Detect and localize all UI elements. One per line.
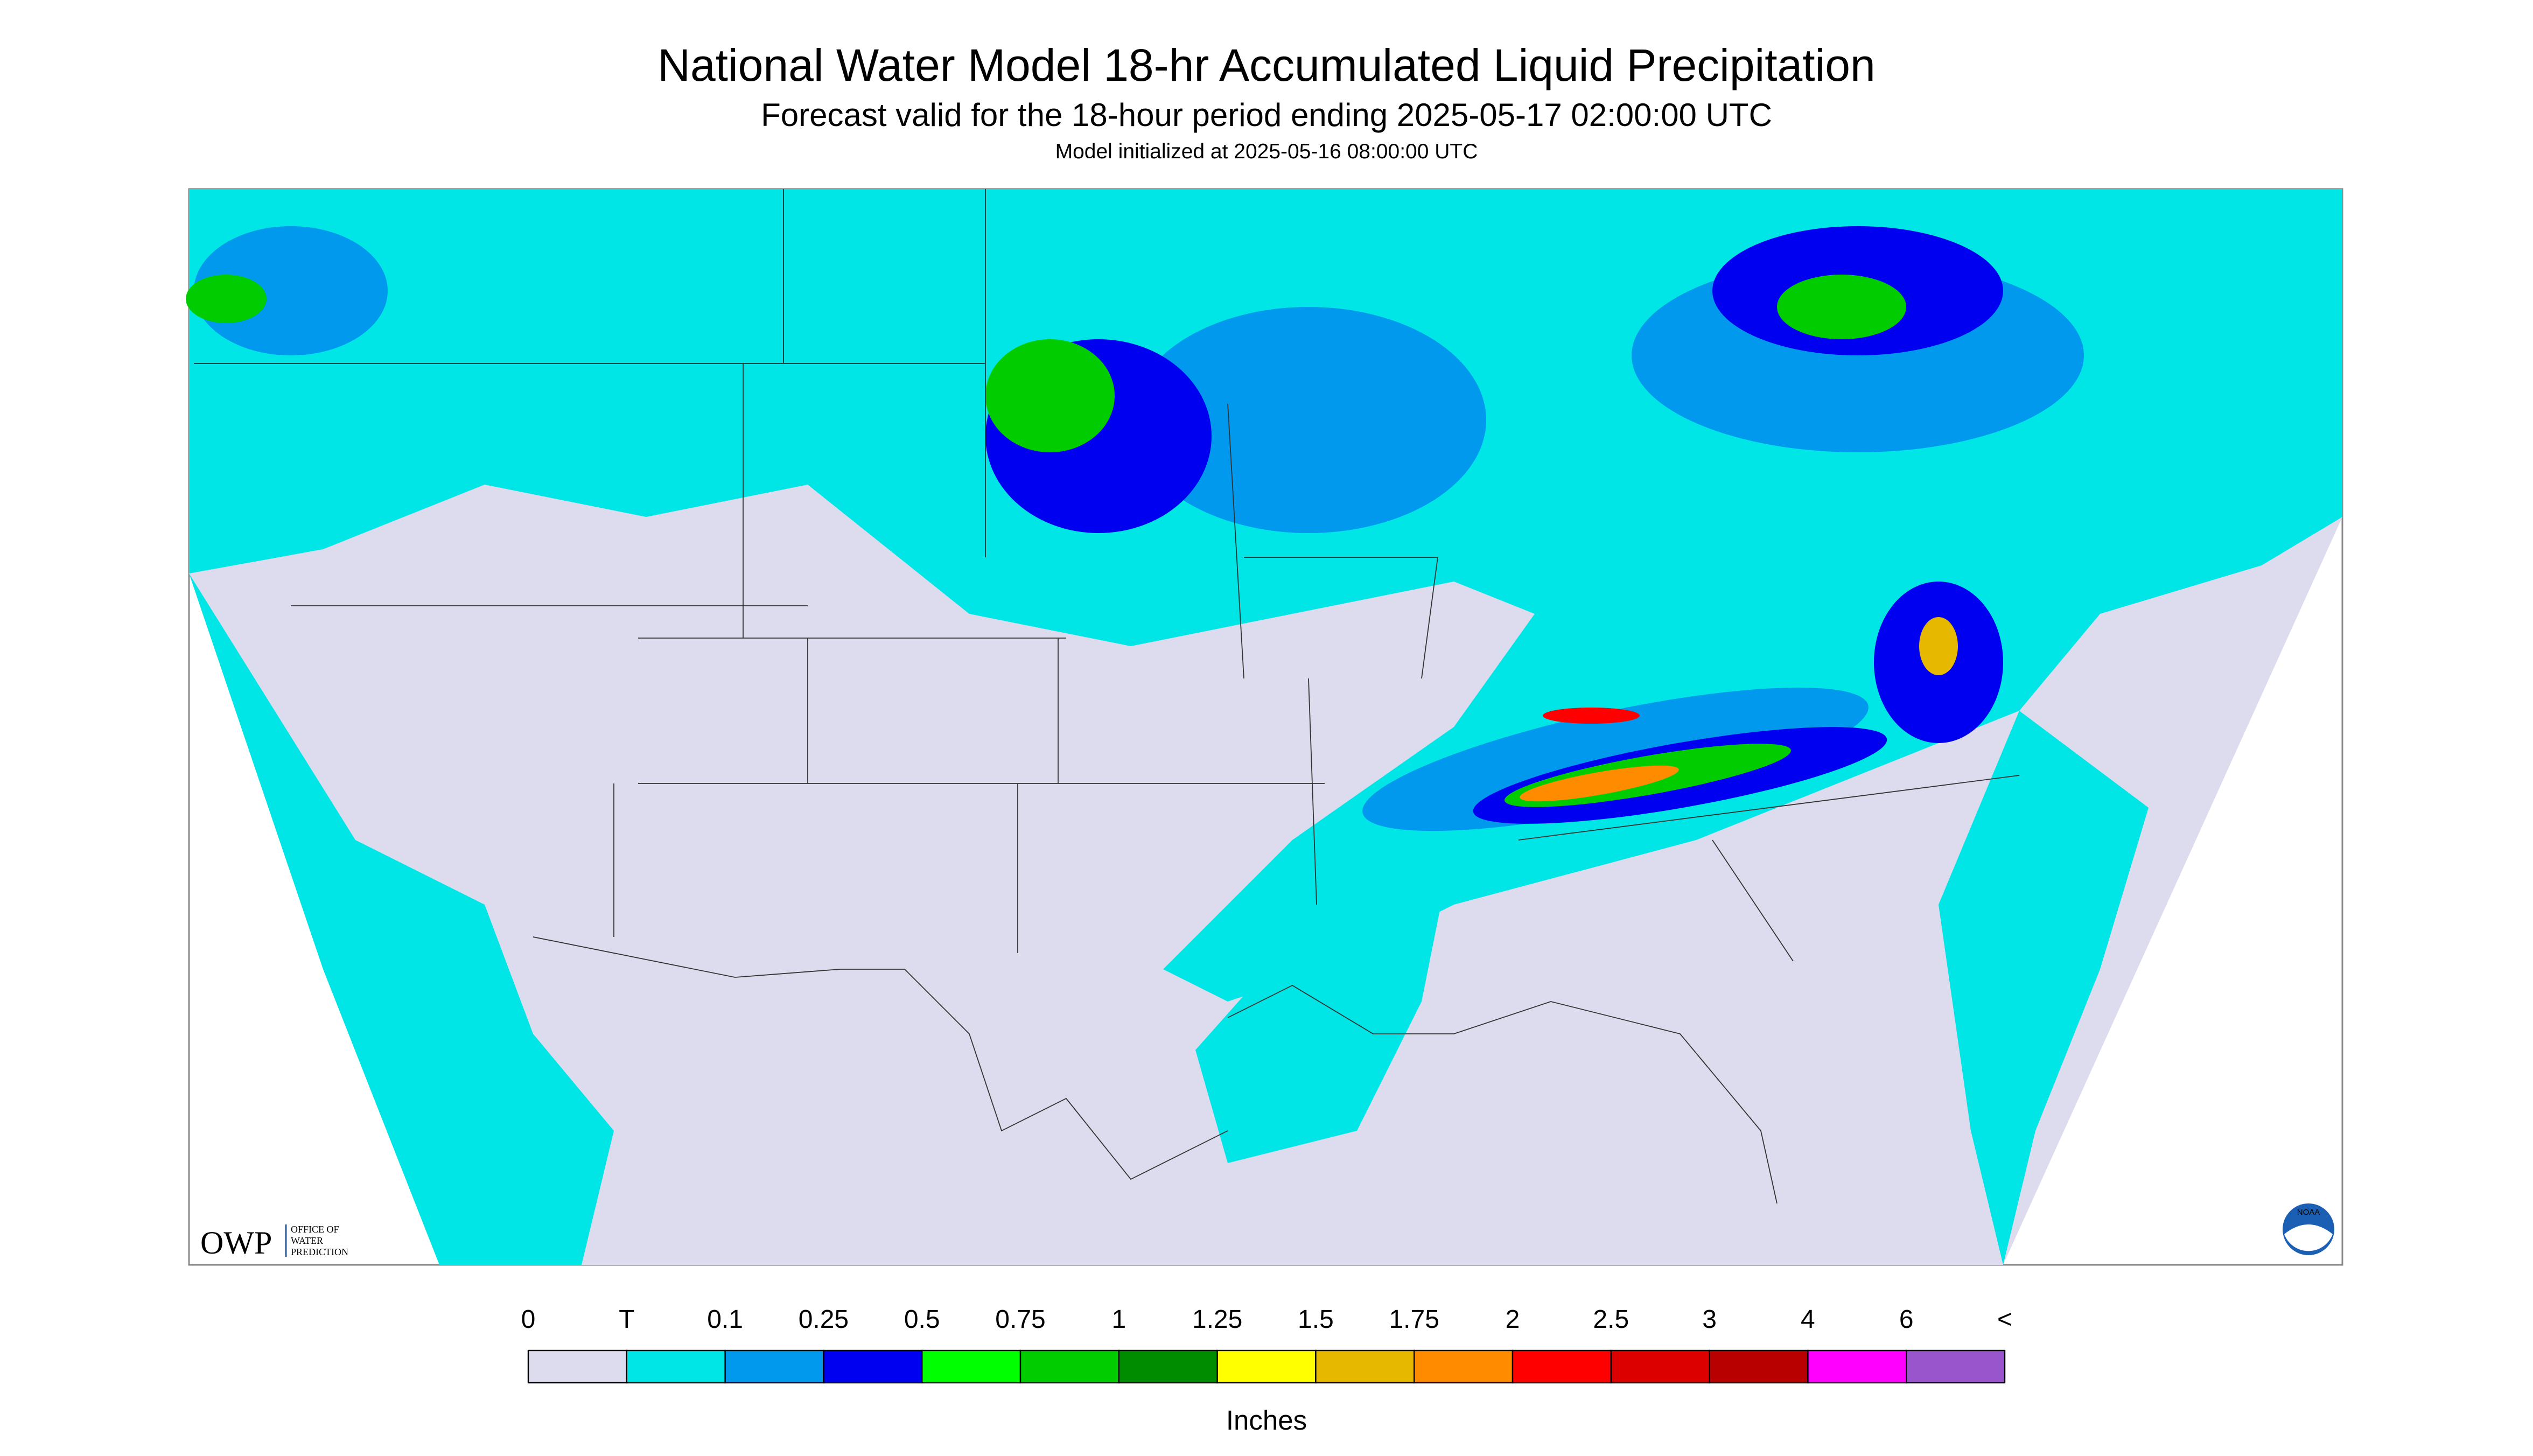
legend-label: 0.75 xyxy=(995,1305,1045,1334)
legend-label: 6 xyxy=(1899,1305,1914,1334)
legend-label: 2 xyxy=(1506,1305,1520,1334)
precip-extreme xyxy=(1520,617,1958,802)
legend-swatch xyxy=(626,1349,726,1384)
noaa-logo-wave xyxy=(2284,1224,2333,1251)
legend-swatch xyxy=(1512,1349,1612,1384)
subtitle: Forecast valid for the 18-hour period en… xyxy=(761,97,1772,133)
legend-label: 0 xyxy=(521,1305,536,1334)
map: OWP OFFICE OF WATER PREDICTION NOAA xyxy=(186,188,2343,1266)
noaa-label: NOAA xyxy=(2297,1208,2320,1217)
owp-office: OFFICE OF xyxy=(291,1224,339,1235)
legend-label: 0.25 xyxy=(799,1305,849,1334)
legend-swatch xyxy=(1905,1349,2006,1384)
legend: 0 T 0.1 0.25 0.5 0.75 1 1.25 1.5 1.75 2 2.5 3 4 6 < xyxy=(521,1305,2012,1384)
legend-swatch xyxy=(724,1349,824,1384)
init-time: Model initialized at 2025-05-16 08:00:00… xyxy=(1055,140,1478,163)
borders xyxy=(194,189,2020,1204)
legend-label: 1.5 xyxy=(1298,1305,1334,1334)
legend-label: 1 xyxy=(1111,1305,1126,1334)
owp-logo: OWP xyxy=(200,1225,272,1261)
title: National Water Model 18-hr Accumulated L… xyxy=(657,40,1875,90)
legend-label: T xyxy=(619,1305,634,1334)
owp-office: WATER xyxy=(291,1235,323,1246)
legend-swatch xyxy=(921,1349,1021,1384)
legend-label: 1.25 xyxy=(1192,1305,1242,1334)
legend-swatch xyxy=(1315,1349,1415,1384)
legend-swatch xyxy=(823,1349,923,1384)
legend-label: 1.75 xyxy=(1389,1305,1439,1334)
legend-swatch xyxy=(1216,1349,1317,1384)
legend-label: < xyxy=(1997,1305,2012,1334)
legend-unit: Inches xyxy=(1226,1405,1307,1436)
legend-label: 2.5 xyxy=(1593,1305,1629,1334)
legend-swatch xyxy=(527,1349,628,1384)
legend-swatch xyxy=(1709,1349,1809,1384)
owp-office: PREDICTION xyxy=(291,1247,348,1257)
legend-swatch xyxy=(1118,1349,1218,1384)
legend-swatch xyxy=(1610,1349,1710,1384)
legend-label: 0.1 xyxy=(707,1305,743,1334)
legend-swatch xyxy=(1414,1349,1514,1384)
legend-swatch xyxy=(1807,1349,1907,1384)
legend-label: 3 xyxy=(1702,1305,1717,1334)
legend-label: 0.5 xyxy=(904,1305,940,1334)
legend-swatch xyxy=(1019,1349,1120,1384)
legend-label: 4 xyxy=(1801,1305,1815,1334)
